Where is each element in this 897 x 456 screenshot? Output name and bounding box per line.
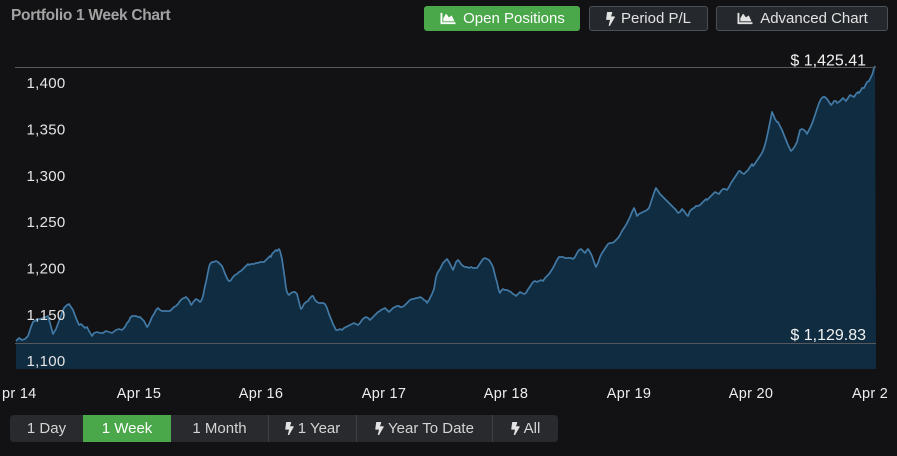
svg-text:1,100: 1,100	[27, 353, 66, 370]
svg-text:1,250: 1,250	[27, 214, 66, 231]
svg-text:Apr 16: Apr 16	[239, 386, 284, 402]
svg-text:Apr 19: Apr 19	[607, 386, 652, 402]
svg-text:Apr 20: Apr 20	[729, 386, 774, 402]
svg-text:Apr 15: Apr 15	[117, 386, 162, 402]
svg-text:$ 1,129.83: $ 1,129.83	[790, 327, 866, 344]
svg-text:Apr 2: Apr 2	[852, 386, 888, 402]
svg-text:$ 1,425.41: $ 1,425.41	[790, 53, 866, 70]
svg-text:1,350: 1,350	[27, 122, 66, 139]
svg-text:1,400: 1,400	[27, 75, 66, 92]
svg-text:1,150: 1,150	[27, 307, 66, 324]
svg-text:Apr 18: Apr 18	[484, 386, 529, 402]
svg-text:Apr 17: Apr 17	[362, 386, 407, 402]
svg-text:pr 14: pr 14	[2, 386, 37, 402]
svg-text:1,300: 1,300	[27, 168, 66, 185]
svg-text:1,200: 1,200	[27, 261, 66, 278]
